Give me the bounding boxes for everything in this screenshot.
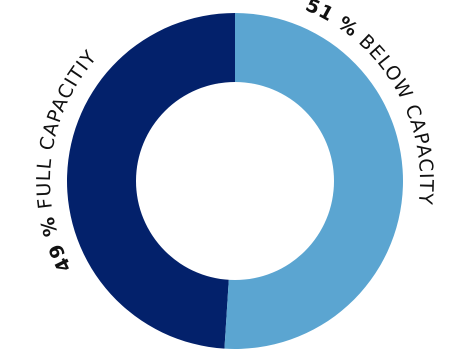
slice-percent: 49 % bbox=[36, 214, 76, 275]
donut-hole bbox=[136, 82, 334, 280]
